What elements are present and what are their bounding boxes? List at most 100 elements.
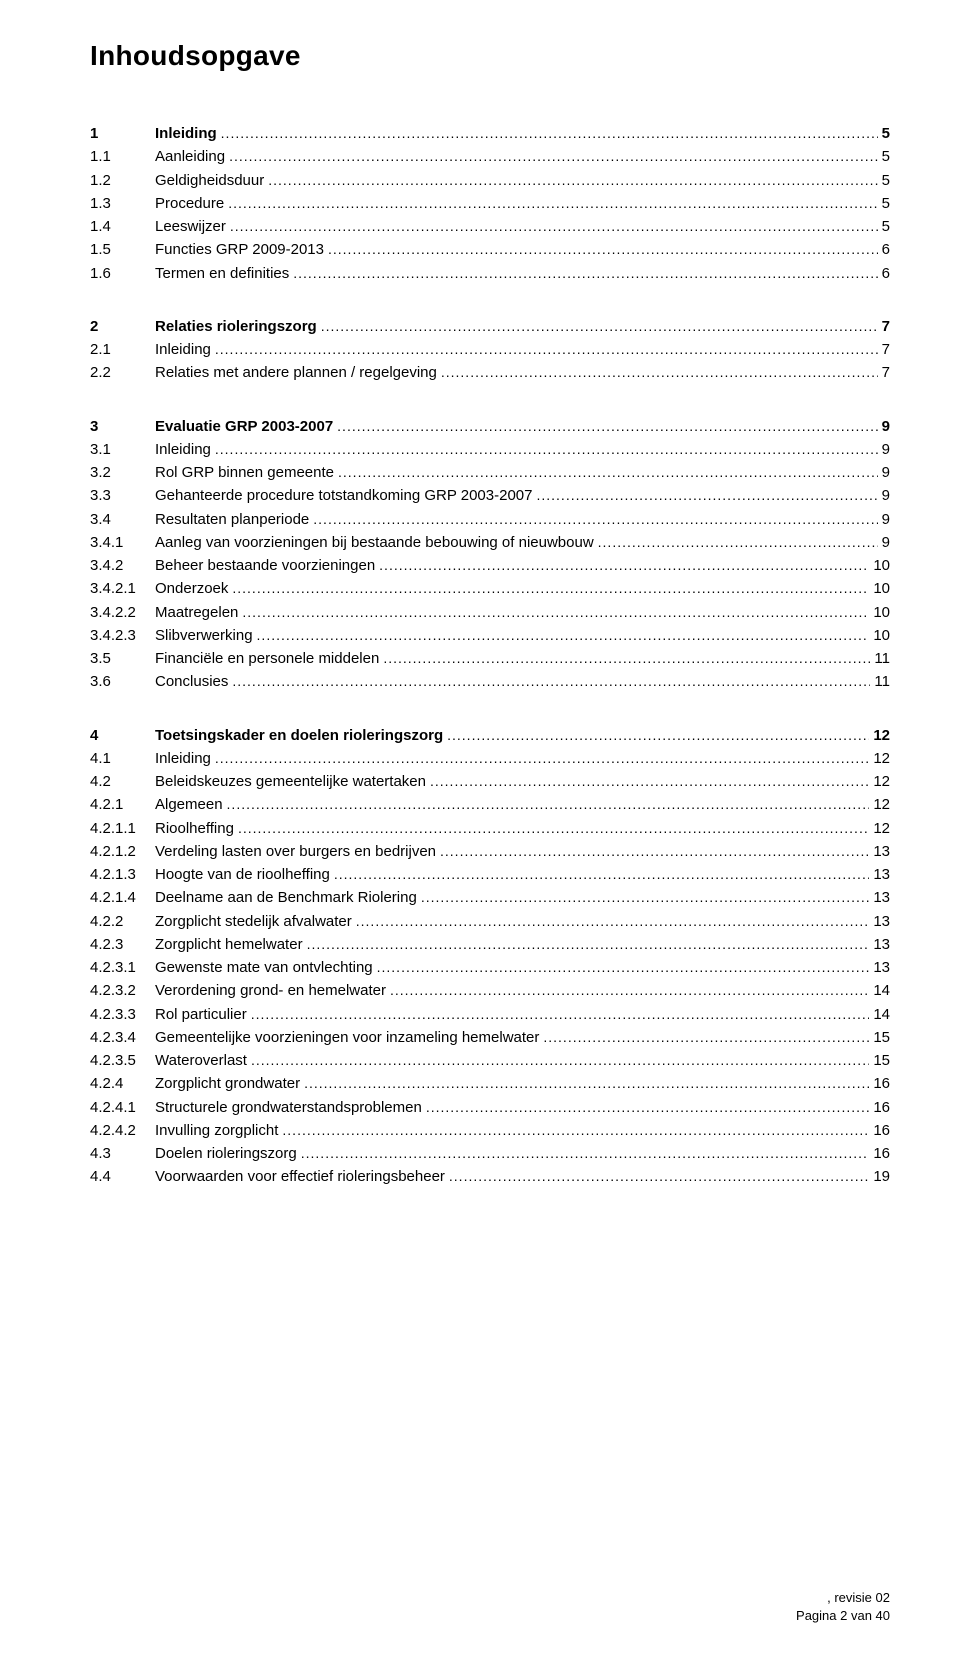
- toc-leader-dots: [543, 1026, 869, 1049]
- toc-leader-dots: [377, 956, 870, 979]
- toc-leader-dots: [321, 315, 878, 338]
- toc-entry-title: Conclusies: [155, 670, 228, 693]
- toc-entry-page: 13: [873, 840, 890, 863]
- toc-entry-number: 4.2.1.2: [90, 840, 155, 863]
- toc-block: 3Evaluatie GRP 2003-200793.1Inleiding93.…: [90, 415, 890, 694]
- toc-entry-number: 3.4.2.1: [90, 577, 155, 600]
- toc-entry-title: Doelen rioleringszorg: [155, 1142, 297, 1165]
- toc-row: 4.2.3.3Rol particulier14: [90, 1003, 890, 1026]
- toc-leader-dots: [328, 238, 878, 261]
- toc-entry-title: Structurele grondwaterstandsproblemen: [155, 1096, 422, 1119]
- toc-entry-number: 2: [90, 315, 155, 338]
- toc-row: 1.4Leeswijzer5: [90, 215, 890, 238]
- toc-entry-title: Termen en definities: [155, 262, 289, 285]
- toc-entry-page: 15: [873, 1026, 890, 1049]
- toc-row: 4.2.1.2Verdeling lasten over burgers en …: [90, 840, 890, 863]
- toc-entry-page: 5: [882, 192, 890, 215]
- toc-leader-dots: [215, 747, 869, 770]
- toc-entry-number: 2.2: [90, 361, 155, 384]
- toc-entry-page: 7: [882, 315, 890, 338]
- toc-entry-number: 4.2.1: [90, 793, 155, 816]
- toc-row: 4.4Voorwaarden voor effectief riolerings…: [90, 1165, 890, 1188]
- toc-entry-page: 12: [873, 724, 890, 747]
- toc-entry-number: 3: [90, 415, 155, 438]
- toc-entry-page: 9: [882, 438, 890, 461]
- toc-entry-title: Beheer bestaande voorzieningen: [155, 554, 375, 577]
- toc-entry-title: Invulling zorgplicht: [155, 1119, 278, 1142]
- toc-entry-page: 10: [873, 624, 890, 647]
- toc-leader-dots: [301, 1142, 870, 1165]
- toc-leader-dots: [282, 1119, 869, 1142]
- toc-leader-dots: [268, 169, 877, 192]
- toc-leader-dots: [338, 461, 878, 484]
- toc-row: 3.4.2Beheer bestaande voorzieningen 10: [90, 554, 890, 577]
- toc-block: 4Toetsingskader en doelen rioleringszorg…: [90, 724, 890, 1189]
- toc-leader-dots: [227, 793, 870, 816]
- toc-entry-number: 3.2: [90, 461, 155, 484]
- toc-row: 3.3Gehanteerde procedure totstandkoming …: [90, 484, 890, 507]
- toc-entry-page: 7: [882, 361, 890, 384]
- toc-row: 3Evaluatie GRP 2003-20079: [90, 415, 890, 438]
- toc-entry-page: 9: [882, 508, 890, 531]
- toc-entry-number: 3.4.1: [90, 531, 155, 554]
- toc-entry-page: 5: [882, 145, 890, 168]
- toc-entry-title: Zorgplicht hemelwater: [155, 933, 303, 956]
- toc-entry-page: 11: [874, 670, 890, 693]
- toc-entry-number: 1.6: [90, 262, 155, 285]
- toc-entry-number: 4.2.1.1: [90, 817, 155, 840]
- toc-row: 4.2.3.1Gewenste mate van ontvlechting13: [90, 956, 890, 979]
- toc-leader-dots: [228, 192, 877, 215]
- toc-entry-number: 3.4.2: [90, 554, 155, 577]
- page-footer: , revisie 02 Pagina 2 van 40: [796, 1589, 890, 1625]
- toc-entry-title: Verordening grond- en hemelwater: [155, 979, 386, 1002]
- toc-entry-number: 4.2.4.1: [90, 1096, 155, 1119]
- toc-row: 4.2.1Algemeen12: [90, 793, 890, 816]
- toc-row: 4Toetsingskader en doelen rioleringszorg…: [90, 724, 890, 747]
- toc-entry-title: Aanleg van voorzieningen bij bestaande b…: [155, 531, 594, 554]
- toc-leader-dots: [232, 670, 870, 693]
- toc-leader-dots: [230, 215, 878, 238]
- toc-row: 4.2.1.4Deelname aan de Benchmark Rioleri…: [90, 886, 890, 909]
- toc-row: 4.2Beleidskeuzes gemeentelijke watertake…: [90, 770, 890, 793]
- toc-row: 3.4.1Aanleg van voorzieningen bij bestaa…: [90, 531, 890, 554]
- toc-entry-title: Hoogte van de rioolheffing: [155, 863, 330, 886]
- toc-entry-number: 2.1: [90, 338, 155, 361]
- toc-entry-title: Inleiding: [155, 438, 211, 461]
- toc-entry-title: Inleiding: [155, 747, 211, 770]
- toc-leader-dots: [257, 624, 870, 647]
- toc-entry-number: 4.2.1.3: [90, 863, 155, 886]
- toc-leader-dots: [293, 262, 877, 285]
- toc-entry-page: 13: [873, 933, 890, 956]
- toc-entry-page: 13: [873, 910, 890, 933]
- toc-entry-number: 4: [90, 724, 155, 747]
- toc-entry-number: 4.2.4: [90, 1072, 155, 1095]
- toc-leader-dots: [449, 1165, 869, 1188]
- toc-entry-title: Verdeling lasten over burgers en bedrijv…: [155, 840, 436, 863]
- toc-leader-dots: [307, 933, 870, 956]
- toc-entry-page: 9: [882, 484, 890, 507]
- toc-entry-title: Rioolheffing: [155, 817, 234, 840]
- toc-row: 4.2.3Zorgplicht hemelwater13: [90, 933, 890, 956]
- toc-row: 3.5Financiële en personele middelen11: [90, 647, 890, 670]
- toc-entry-page: 13: [873, 956, 890, 979]
- toc-entry-number: 4.2: [90, 770, 155, 793]
- toc-entry-page: 16: [873, 1119, 890, 1142]
- toc-leader-dots: [221, 122, 878, 145]
- toc-entry-page: 19: [873, 1165, 890, 1188]
- toc-entry-number: 3.1: [90, 438, 155, 461]
- toc-entry-title: Zorgplicht stedelijk afvalwater: [155, 910, 352, 933]
- toc-entry-title: Functies GRP 2009-2013: [155, 238, 324, 261]
- toc-row: 3.1Inleiding 9: [90, 438, 890, 461]
- toc-row: 3.4.2.2Maatregelen10: [90, 601, 890, 624]
- toc-leader-dots: [536, 484, 877, 507]
- toc-entry-page: 10: [873, 554, 890, 577]
- toc-leader-dots: [313, 508, 877, 531]
- toc-leader-dots: [356, 910, 870, 933]
- toc-leader-dots: [334, 863, 869, 886]
- toc-row: 4.2.4.2Invulling zorgplicht16: [90, 1119, 890, 1142]
- toc-row: 4.2.2Zorgplicht stedelijk afvalwater13: [90, 910, 890, 933]
- toc-row: 4.2.3.5Wateroverlast15: [90, 1049, 890, 1072]
- toc-entry-title: Onderzoek: [155, 577, 228, 600]
- toc-leader-dots: [598, 531, 878, 554]
- toc-row: 1.3Procedure5: [90, 192, 890, 215]
